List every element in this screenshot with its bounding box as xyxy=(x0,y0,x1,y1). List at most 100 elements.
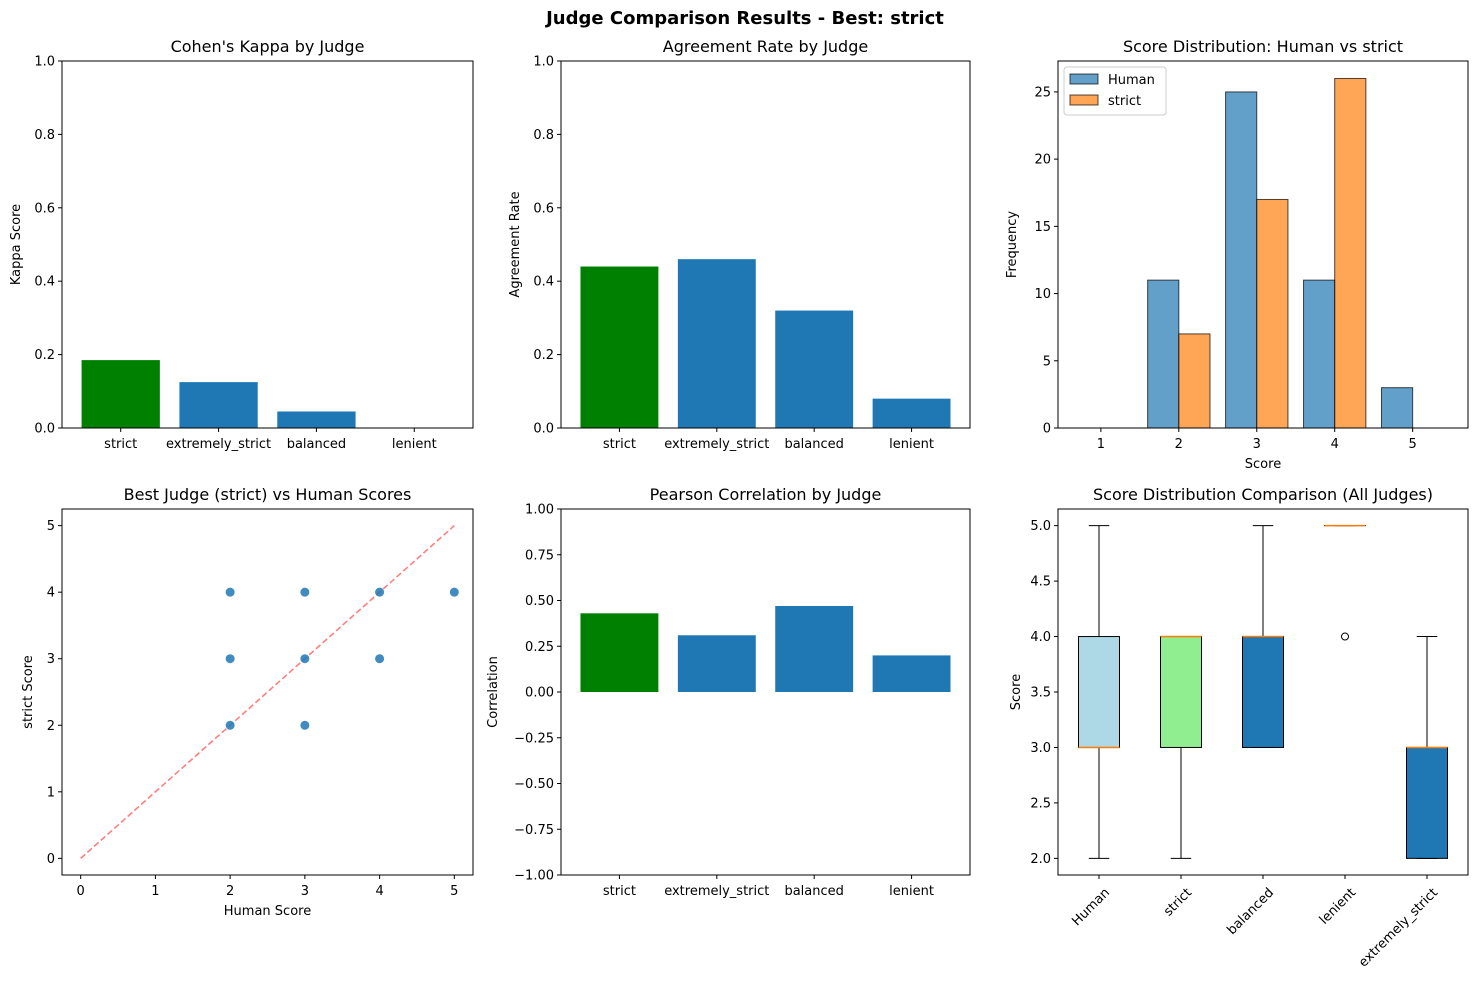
panel-title: Best Judge (strict) vs Human Scores xyxy=(124,485,412,504)
legend-swatch-strict xyxy=(1069,94,1099,106)
panel-3: Best Judge (strict) vs Human Scores 0 1 2 3 4… xyxy=(21,485,474,919)
y-axis-label: Agreement Rate xyxy=(508,191,523,297)
y-tick-label: 5 xyxy=(1043,354,1051,369)
x-tick-label: extremely_strict xyxy=(664,437,769,452)
y-axis-label: Frequency xyxy=(1005,211,1020,278)
hist-bar-Human-3 xyxy=(1225,91,1258,429)
y-tick-label: 1.0 xyxy=(34,55,55,70)
scatter-point xyxy=(449,587,459,597)
x-tick-label: 3 xyxy=(1253,437,1261,452)
legend-label-strict: strict xyxy=(1108,94,1141,109)
bar-balanced xyxy=(775,310,854,428)
y-tick-label: 5 xyxy=(47,519,55,534)
axes-frame xyxy=(61,508,474,876)
hist-bar-Human-2 xyxy=(1147,279,1180,429)
scatter-point xyxy=(375,654,385,664)
scatter-point xyxy=(300,720,310,730)
scatter-point xyxy=(225,720,235,730)
bar-lenient xyxy=(872,655,951,692)
box-lenient xyxy=(1324,524,1366,641)
axes-frame xyxy=(61,60,474,429)
x-tick-label: 5 xyxy=(1409,437,1417,452)
x-tick-label: 1 xyxy=(151,884,159,899)
box-body xyxy=(1078,636,1120,748)
x-tick-label: extremely_strict xyxy=(1356,885,1441,970)
bar-extremely_strict xyxy=(677,259,756,428)
y-tick-label: 0.8 xyxy=(533,128,554,143)
x-tick-label: balanced xyxy=(287,437,346,452)
y-tick-label: 0.50 xyxy=(525,594,554,609)
bar-strict xyxy=(580,266,659,428)
hist-bar-strict-2 xyxy=(1178,333,1211,429)
figure-title: Judge Comparison Results - Best: strict xyxy=(544,8,944,29)
panel-title: Pearson Correlation by Judge xyxy=(650,485,882,504)
y-tick-label: 3 xyxy=(47,652,55,667)
x-tick-label: lenient xyxy=(392,437,437,452)
y-axis-label: Kappa Score xyxy=(9,204,24,285)
y-tick-label: 1.00 xyxy=(525,503,554,518)
x-tick-label: lenient xyxy=(889,884,934,899)
box-balanced xyxy=(1242,525,1284,748)
x-tick-label: 4 xyxy=(1331,437,1339,452)
y-tick-label: −0.50 xyxy=(514,777,554,792)
box-body xyxy=(1160,636,1202,748)
panel-2: Score Distribution: Human vs strict 1 2 3 4 5… xyxy=(1005,37,1469,472)
bar-extremely_strict xyxy=(179,382,258,428)
hist-bar-Human-5 xyxy=(1380,387,1414,429)
outlier-point xyxy=(1341,632,1349,641)
y-tick-label: 0 xyxy=(1043,422,1051,437)
x-tick-label: lenient xyxy=(1317,885,1359,927)
y-tick-label: −1.00 xyxy=(514,869,554,884)
y-tick-label: 0.2 xyxy=(533,348,554,363)
legend-swatch-Human xyxy=(1069,73,1099,85)
diagonal-reference-line xyxy=(80,525,455,859)
y-tick-label: 1 xyxy=(47,785,55,800)
box-body xyxy=(1406,746,1448,859)
y-tick-label: 20 xyxy=(1034,153,1051,168)
y-tick-label: 2.0 xyxy=(1030,852,1051,867)
panel-title: Score Distribution Comparison (All Judge… xyxy=(1093,485,1433,504)
box-Human xyxy=(1078,525,1120,859)
box-extremely_strict xyxy=(1406,636,1448,859)
bar-extremely_strict xyxy=(677,635,756,692)
x-tick-label: balanced xyxy=(1224,885,1277,938)
x-tick-label: strict xyxy=(1161,885,1195,919)
y-tick-label: 0.8 xyxy=(34,128,55,143)
x-tick-label: 5 xyxy=(450,884,458,899)
scatter-point xyxy=(225,654,235,664)
legend-label-Human: Human xyxy=(1108,73,1155,88)
y-axis-label: Correlation xyxy=(486,656,501,728)
hist-bar-strict-4 xyxy=(1334,77,1367,429)
y-tick-label: 15 xyxy=(1034,220,1051,235)
axes-frame xyxy=(1057,60,1469,429)
y-tick-label: −0.25 xyxy=(514,731,554,746)
bar-lenient xyxy=(872,398,951,428)
x-tick-label: 2 xyxy=(1175,437,1183,452)
y-tick-label: 0.4 xyxy=(533,275,554,290)
y-tick-label: 10 xyxy=(1034,287,1051,302)
panel-1: Agreement Rate by Judge strict extremely_s… xyxy=(508,37,971,452)
panel-5: Score Distribution Comparison (All Judge… xyxy=(1009,485,1469,970)
scatter-point xyxy=(225,587,235,597)
y-tick-label: 0.0 xyxy=(34,422,55,437)
bar-balanced xyxy=(775,605,854,692)
y-tick-label: 4 xyxy=(47,586,55,601)
y-tick-label: 0.25 xyxy=(525,640,554,655)
x-tick-label: strict xyxy=(603,437,636,452)
scatter-point xyxy=(375,587,385,597)
y-tick-label: 0.75 xyxy=(525,548,554,563)
hist-bar-strict-3 xyxy=(1256,198,1289,429)
bar-strict xyxy=(580,613,659,692)
y-tick-label: 0.4 xyxy=(34,275,55,290)
y-axis-label: strict Score xyxy=(21,655,36,729)
y-tick-label: 2.5 xyxy=(1030,796,1051,811)
y-tick-label: 0.0 xyxy=(533,422,554,437)
bar-strict xyxy=(81,360,160,428)
scatter-point xyxy=(300,587,310,597)
y-tick-label: 2 xyxy=(47,719,55,734)
y-tick-label: 25 xyxy=(1034,85,1051,100)
y-axis-label: Score xyxy=(1009,674,1024,710)
x-axis-label: Human Score xyxy=(224,904,311,919)
box-body xyxy=(1242,636,1284,748)
x-tick-label: 4 xyxy=(375,884,383,899)
